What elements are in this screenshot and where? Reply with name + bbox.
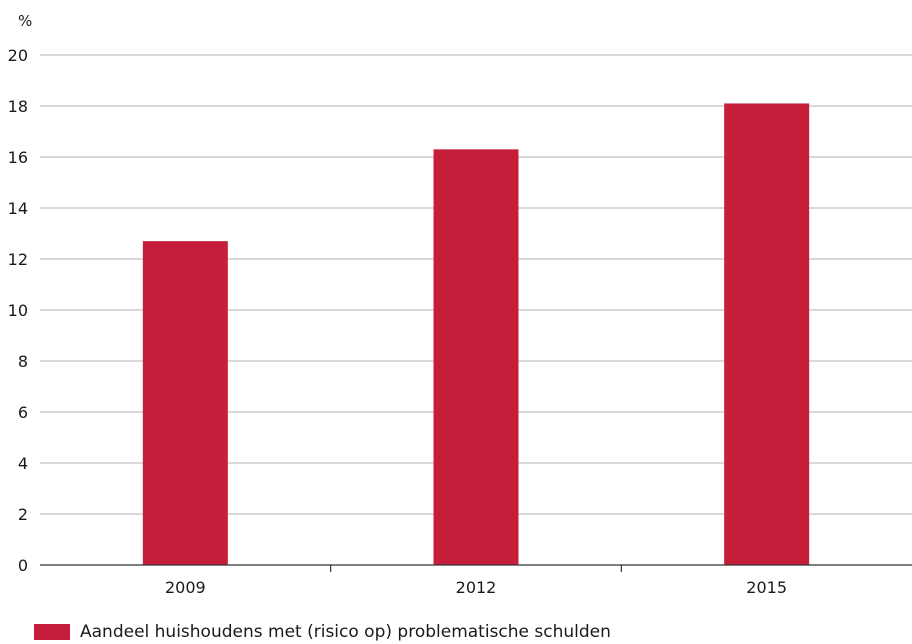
y-tick-label: 20 — [8, 46, 28, 65]
y-tick-label: 0 — [18, 556, 28, 575]
legend-label: Aandeel huishoudens met (risico op) prob… — [80, 622, 611, 642]
y-tick-label: 8 — [18, 352, 28, 371]
y-tick-label: 2 — [18, 505, 28, 524]
bar-2015 — [724, 103, 810, 565]
y-axis-tick-labels: 0 2 4 6 8 10 12 14 16 18 20 — [8, 46, 28, 575]
bar-2009 — [142, 241, 228, 565]
x-axis — [40, 564, 912, 572]
y-axis-unit-label: % — [18, 12, 32, 30]
y-tick-label: 16 — [8, 148, 28, 167]
y-tick-label: 10 — [8, 301, 28, 320]
bar-2012 — [433, 149, 519, 565]
y-tick-label: 4 — [18, 454, 28, 473]
x-tick-label: 2009 — [165, 578, 206, 597]
y-tick-label: 14 — [8, 199, 28, 218]
x-tick-label: 2012 — [456, 578, 497, 597]
x-axis-tick-labels: 2009 2012 2015 — [165, 578, 787, 597]
legend-swatch — [34, 624, 70, 640]
bars — [142, 103, 810, 565]
x-tick-label: 2015 — [746, 578, 787, 597]
legend: Aandeel huishoudens met (risico op) prob… — [34, 622, 611, 642]
y-tick-label: 6 — [18, 403, 28, 422]
y-tick-label: 18 — [8, 97, 28, 116]
y-tick-label: 12 — [8, 250, 28, 269]
